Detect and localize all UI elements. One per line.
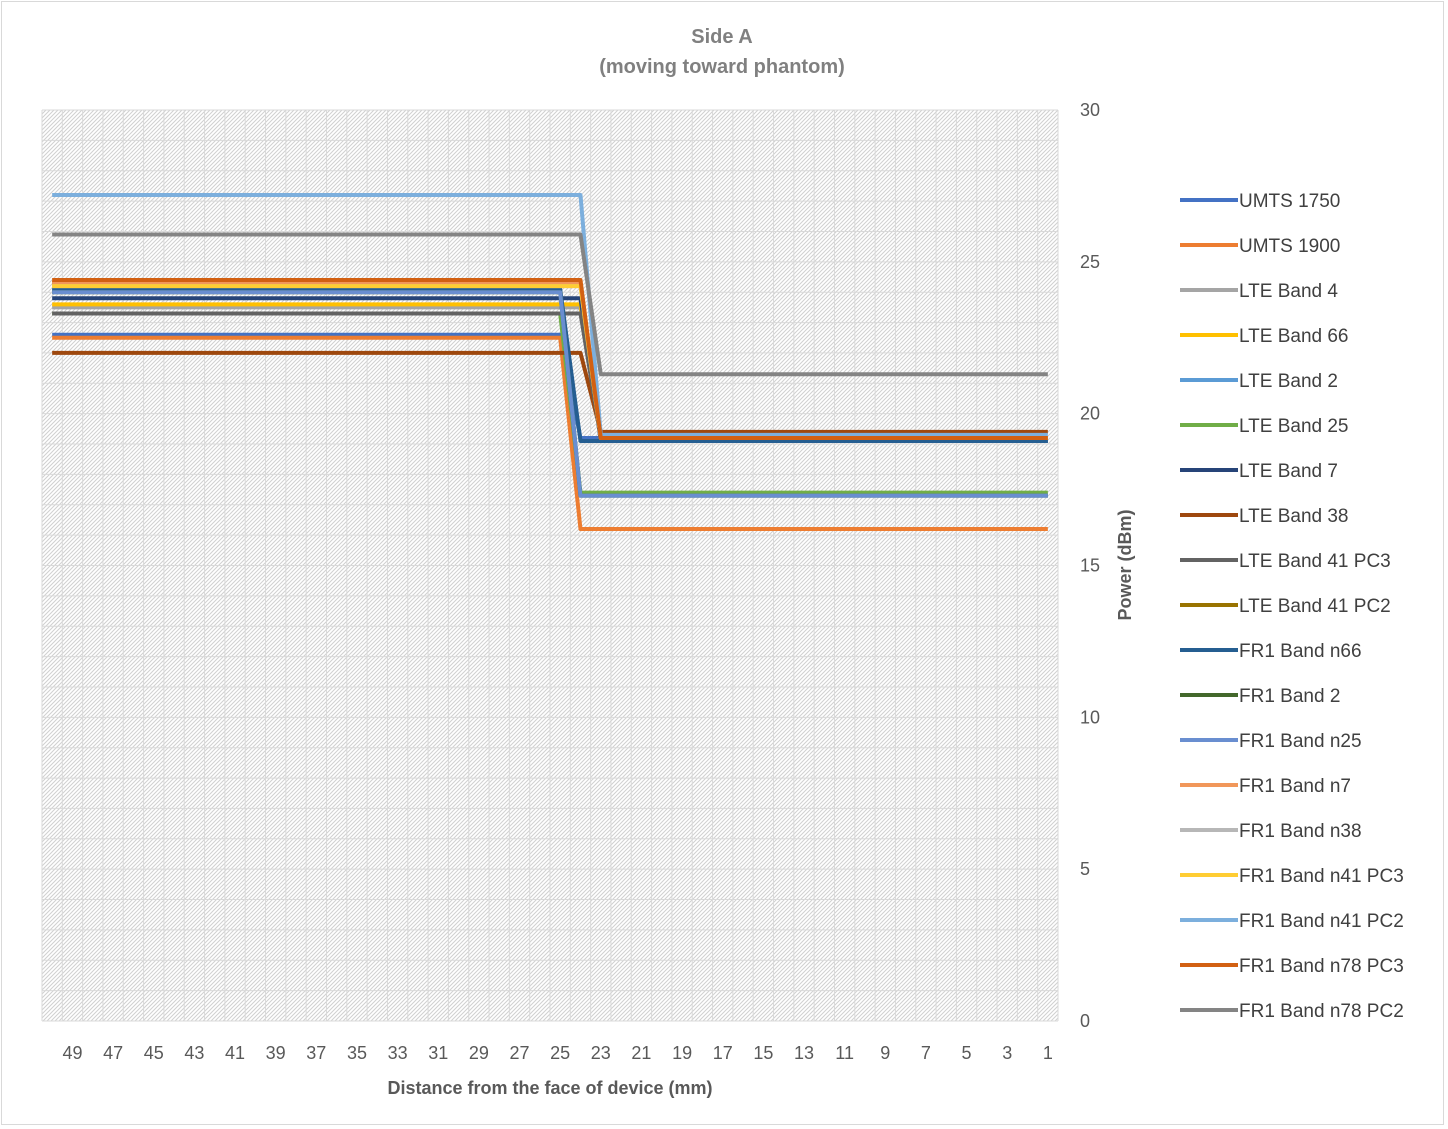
legend-label: FR1 Band n7 xyxy=(1239,776,1351,797)
legend-label: FR1 Band n66 xyxy=(1239,641,1362,662)
legend-label: LTE Band 66 xyxy=(1239,326,1349,347)
legend-label: UMTS 1900 xyxy=(1239,236,1340,257)
x-tick-label: 33 xyxy=(388,1043,408,1063)
x-tick-label: 5 xyxy=(962,1043,972,1063)
x-tick-label: 49 xyxy=(62,1043,82,1063)
gridlines xyxy=(41,109,1059,1022)
legend-label: LTE Band 2 xyxy=(1239,371,1338,392)
x-tick-label: 31 xyxy=(428,1043,448,1063)
y-tick-label: 20 xyxy=(1080,404,1100,424)
x-tick-label: 27 xyxy=(510,1043,530,1063)
legend-label: UMTS 1750 xyxy=(1239,191,1340,212)
y-tick-label: 0 xyxy=(1080,1011,1090,1031)
x-tick-label: 9 xyxy=(880,1043,890,1063)
series-line xyxy=(52,193,1048,437)
x-tick-label: 11 xyxy=(835,1043,854,1063)
x-tick-label: 29 xyxy=(469,1043,489,1063)
y-tick-label: 5 xyxy=(1080,859,1090,879)
x-tick-label: 19 xyxy=(672,1043,692,1063)
x-tick-label: 15 xyxy=(753,1043,773,1063)
y-tick-label: 15 xyxy=(1080,556,1100,576)
x-tick-label: 45 xyxy=(144,1043,164,1063)
legend-label: LTE Band 38 xyxy=(1239,506,1349,527)
y-tick-label: 10 xyxy=(1080,707,1100,727)
series-line xyxy=(52,335,1048,532)
series-line xyxy=(52,350,1048,434)
legend-label: LTE Band 4 xyxy=(1239,281,1338,302)
legend: UMTS 1750 UMTS 1900 LTE Band 4 LTE Band 66 L… xyxy=(1180,191,1404,1022)
y-tick-labels: 0 5 10 15 20 25 30 xyxy=(1080,100,1100,1031)
legend-label: FR1 Band 2 xyxy=(1239,686,1340,707)
legend-label: LTE Band 41 PC2 xyxy=(1239,596,1391,617)
x-tick-label: 13 xyxy=(794,1043,814,1063)
x-tick-label: 17 xyxy=(713,1043,733,1063)
series-line xyxy=(52,232,1048,377)
series-line xyxy=(52,290,1048,498)
x-axis-title: Distance from the face of device (mm) xyxy=(387,1078,712,1098)
y-tick-label: 30 xyxy=(1080,100,1100,120)
chart-subtitle: (moving toward phantom) xyxy=(599,56,845,78)
x-tick-label: 39 xyxy=(266,1043,286,1063)
x-tick-label: 21 xyxy=(631,1043,651,1063)
legend-label: FR1 Band n38 xyxy=(1239,821,1362,842)
x-tick-labels: 49 47 45 43 41 39 37 35 33 31 29 27 25 23 21 19 17 15 13 11… xyxy=(62,1043,1052,1063)
chart-title: Side A xyxy=(691,26,753,48)
x-tick-label: 1 xyxy=(1043,1043,1053,1063)
legend-label: FR1 Band n41 PC3 xyxy=(1239,866,1404,887)
legend-label: FR1 Band n41 PC2 xyxy=(1239,911,1404,932)
x-tick-label: 7 xyxy=(921,1043,931,1063)
x-tick-label: 47 xyxy=(103,1043,123,1063)
legend-label: FR1 Band n78 PC2 xyxy=(1239,1001,1404,1022)
x-tick-label: 3 xyxy=(1002,1043,1012,1063)
y-tick-label: 25 xyxy=(1080,252,1100,272)
legend-label: FR1 Band n78 PC3 xyxy=(1239,956,1404,977)
x-tick-label: 37 xyxy=(306,1043,326,1063)
x-tick-label: 41 xyxy=(225,1043,245,1063)
series-line xyxy=(52,278,1048,440)
x-tick-label: 23 xyxy=(591,1043,611,1063)
series-line xyxy=(52,287,1048,443)
legend-label: FR1 Band n25 xyxy=(1239,731,1362,752)
y-axis-title: Power (dBm) xyxy=(1115,509,1135,620)
series-lines xyxy=(52,193,1048,532)
legend-label: LTE Band 25 xyxy=(1239,416,1349,437)
x-tick-label: 43 xyxy=(184,1043,204,1063)
x-tick-label: 25 xyxy=(550,1043,570,1063)
x-tick-label: 35 xyxy=(347,1043,367,1063)
legend-label: LTE Band 7 xyxy=(1239,461,1338,482)
legend-label: LTE Band 41 PC3 xyxy=(1239,551,1391,572)
